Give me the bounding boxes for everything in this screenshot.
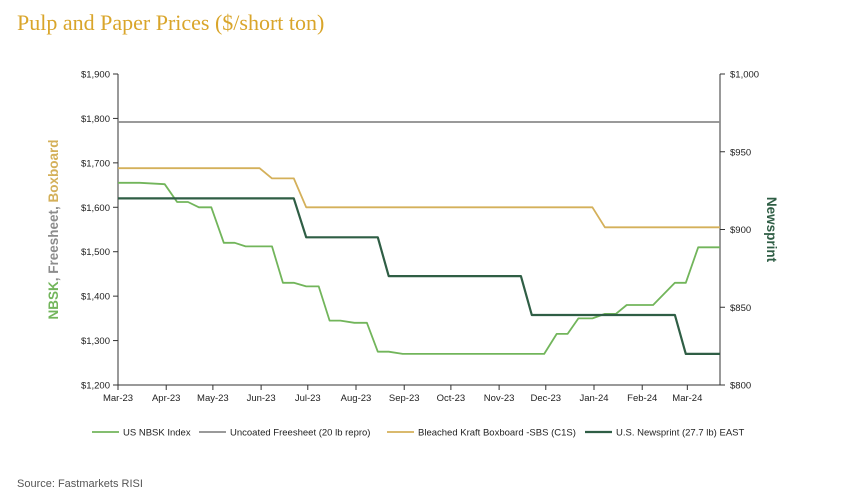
x-tick-label: Apr-23 (152, 393, 181, 404)
y-right-tick-label: $950 (730, 147, 751, 158)
legend-label-3: Bleached Kraft Boxboard -SBS (C1S) (418, 428, 576, 439)
chart-title: Pulp and Paper Prices ($/short ton) (17, 10, 325, 35)
x-tick-label: Mar-24 (672, 393, 702, 404)
y-left-tick-label: $1,400 (81, 292, 110, 303)
y-axis-left-label-part: , Freesheet, (46, 202, 61, 281)
y-left-tick-label: $1,300 (81, 336, 110, 347)
y-right-tick-label: $800 (730, 381, 751, 392)
y-axis-left-label: NBSK, Freesheet, Boxboard (46, 139, 61, 319)
x-tick-label: Jul-23 (295, 393, 321, 404)
y-right-tick-label: $1,000 (730, 70, 759, 81)
x-tick-label: May-23 (197, 393, 229, 404)
legend-label-2: Uncoated Freesheet (20 lb repro) (230, 428, 370, 439)
x-tick-label: Mar-23 (103, 393, 133, 404)
y-left-tick-label: $1,500 (81, 247, 110, 258)
y-left-tick-label: $1,900 (81, 70, 110, 81)
y-right-tick-label: $900 (730, 225, 751, 236)
y-left-tick-label: $1,200 (81, 381, 110, 392)
y-axis-left-label-part: Boxboard (46, 139, 61, 202)
x-tick-label: Jun-23 (247, 393, 276, 404)
legend-label-1: US NBSK Index (123, 428, 191, 439)
series-line-4 (118, 197, 720, 355)
y-right-tick-label: $850 (730, 303, 751, 314)
x-tick-label: Sep-23 (389, 393, 420, 404)
source-note: Source: Fastmarkets RISI (17, 478, 143, 490)
x-tick-label: Oct-23 (437, 393, 466, 404)
x-tick-label: Jan-24 (579, 393, 608, 404)
y-axis-right-label: Newsprint (764, 197, 779, 263)
y-left-tick-label: $1,700 (81, 158, 110, 169)
y-left-tick-label: $1,600 (81, 203, 110, 214)
x-tick-label: Feb-24 (627, 393, 657, 404)
y-left-tick-label: $1,800 (81, 114, 110, 125)
y-axis-left-label-part: NBSK (46, 281, 61, 320)
legend-label-4: U.S. Newsprint (27.7 lb) EAST (616, 428, 744, 439)
x-tick-label: Aug-23 (341, 393, 372, 404)
x-tick-label: Dec-23 (530, 393, 561, 404)
x-tick-label: Nov-23 (484, 393, 515, 404)
series-line-1 (118, 181, 720, 355)
series-line-3 (118, 167, 720, 229)
chart-svg: $1,200 $1,300 $1,400 $1,500 $1,600 $1,700 $1,8… (46, 70, 779, 439)
